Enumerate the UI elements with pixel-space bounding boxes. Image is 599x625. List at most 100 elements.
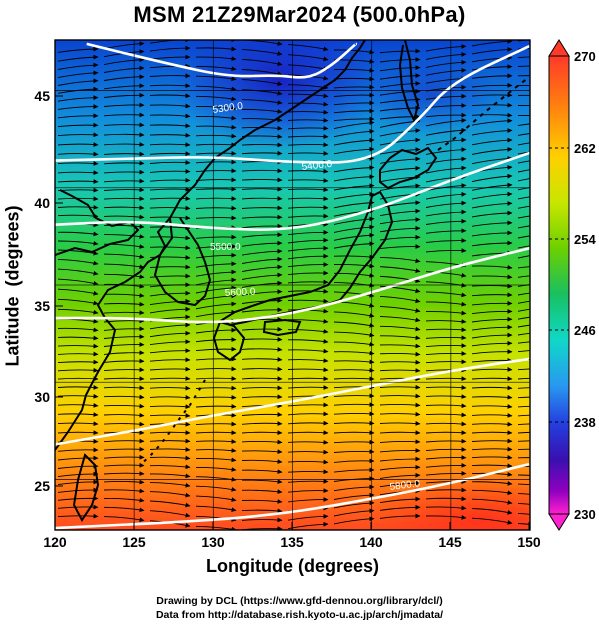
streamline-arrow [241, 336, 283, 342]
streamline-arrow [103, 301, 145, 307]
streamline-arrow [517, 483, 530, 486]
streamline-arrow [287, 196, 329, 202]
streamline-arrow [517, 205, 530, 209]
streamline-arrow [333, 49, 375, 55]
streamline-arrow [149, 103, 191, 109]
streamline-arrow [57, 132, 99, 138]
streamline-arrow [149, 245, 191, 251]
y-tick-label: 40 [34, 195, 50, 211]
streamline-arrow [333, 232, 375, 241]
streamline-arrow [287, 262, 329, 268]
streamline-arrow [471, 102, 513, 108]
streamline-arrow [195, 277, 237, 286]
streamline-arrow [425, 271, 467, 278]
streamline-arrow [471, 182, 513, 191]
streamline-arrow [103, 310, 145, 316]
streamline-arrow [517, 255, 530, 259]
streamline-arrow [517, 115, 530, 117]
streamline-arrow [333, 341, 375, 347]
streamline-arrow [195, 269, 237, 277]
streamline-arrow [149, 366, 191, 372]
streamline-arrow [195, 430, 237, 436]
streamline-arrow [287, 402, 329, 408]
streamline-arrow [195, 215, 237, 221]
streamline-arrow [379, 393, 421, 399]
streamline-arrow [471, 367, 513, 372]
streamline-arrow [333, 350, 375, 356]
streamline-arrow [379, 448, 421, 453]
streamline-arrow [195, 234, 237, 240]
streamline-arrow [379, 472, 421, 479]
streamline-arrow [379, 183, 421, 191]
streamline-arrow [103, 160, 145, 166]
streamline-arrow [103, 488, 145, 494]
streamline-arrow [103, 516, 145, 523]
streamline-arrow [425, 200, 467, 208]
streamline-arrow [471, 489, 513, 496]
streamline-arrow [517, 474, 530, 476]
streamline-arrow [149, 455, 191, 461]
streamline-arrow [287, 142, 329, 148]
streamline-arrow [103, 471, 145, 476]
streamline-arrow [471, 300, 513, 306]
streamline-arrow [379, 316, 421, 323]
streamline-arrow [103, 205, 145, 211]
streamline-arrow [57, 161, 99, 166]
streamline-arrow [333, 458, 375, 464]
streamline-arrow [149, 45, 191, 52]
streamline-arrow [333, 263, 375, 269]
streamline-arrow [425, 376, 467, 382]
streamline-arrow [333, 420, 375, 426]
streamline-arrow [471, 220, 513, 227]
streamline-arrow [517, 316, 530, 320]
streamline-arrow [425, 310, 467, 316]
streamline-arrow [471, 118, 513, 126]
streamline-arrow [57, 359, 99, 365]
streamline-arrow [425, 505, 467, 511]
colorbar-tick-label: 238 [574, 415, 596, 430]
streamline-arrow [149, 464, 191, 470]
streamline-arrow [287, 339, 329, 344]
streamline-arrow [103, 367, 145, 373]
streamline-arrow [379, 225, 421, 233]
streamline-arrow [149, 306, 191, 314]
streamline-arrow [287, 358, 329, 363]
streamline-arrow [471, 430, 513, 436]
streamline-arrow [149, 132, 191, 138]
streamline-arrow [149, 330, 191, 338]
height-contour-line [55, 44, 530, 164]
streamline-arrow [517, 448, 530, 451]
streamline-arrow [517, 292, 530, 296]
streamline-arrow [241, 248, 283, 256]
streamline-arrow [241, 49, 283, 56]
streamline-arrow [471, 230, 513, 237]
streamline-arrow [103, 334, 145, 340]
streamline-arrow [241, 376, 283, 382]
streamline-arrow [241, 489, 283, 495]
streamline-arrow [425, 248, 467, 253]
streamline-arrow [333, 402, 375, 408]
streamline-arrow [425, 218, 467, 225]
streamline-arrow [379, 384, 421, 390]
streamline-arrow [517, 142, 530, 146]
y-axis-label: Latitude (degrees) [2, 205, 23, 367]
contour-label-5600: 5600.0 [225, 286, 257, 299]
streamline-arrow [471, 498, 513, 505]
streamline-arrow [425, 438, 467, 444]
streamline-arrow [471, 240, 513, 247]
streamline-arrow [103, 102, 145, 108]
streamline-arrow [425, 319, 467, 324]
streamline-arrow [471, 404, 513, 409]
streamline-arrow [149, 142, 191, 148]
streamline-arrow [379, 295, 421, 304]
streamline-arrow [287, 329, 329, 334]
streamline-arrow [379, 513, 421, 519]
streamline-arrow [287, 230, 329, 236]
contour-label-5400: 5400.0 [301, 159, 333, 173]
streamline-arrow [195, 133, 237, 139]
streamline-arrow [379, 285, 421, 294]
streamline-arrow [425, 137, 467, 146]
streamline-arrow [517, 94, 530, 96]
streamline-arrow [333, 367, 375, 373]
streamline-arrow [379, 128, 421, 137]
